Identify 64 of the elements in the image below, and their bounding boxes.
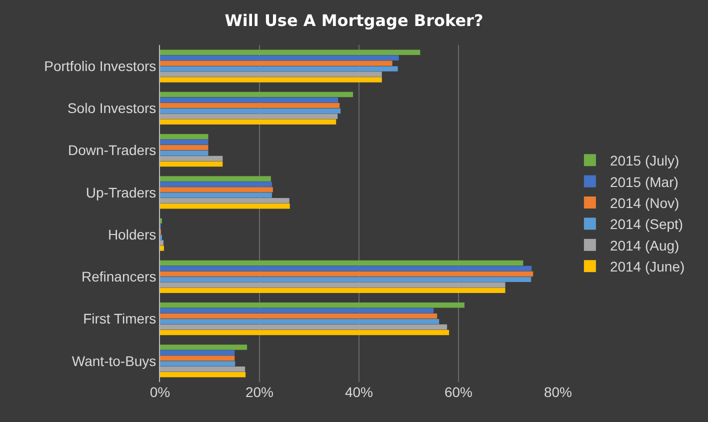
bar	[160, 102, 340, 108]
bar	[160, 150, 208, 156]
bar	[160, 313, 438, 319]
y-tick-label: Holders	[108, 226, 156, 242]
bar	[160, 308, 434, 314]
bar	[160, 66, 398, 72]
legend-label: 2014 (Sept)	[610, 216, 684, 232]
bar	[160, 350, 235, 356]
bar	[160, 97, 338, 103]
y-tick-label: Want-to-Buys	[72, 352, 156, 369]
bar	[160, 246, 164, 251]
y-tick-label: Refinancers	[81, 268, 156, 285]
bar	[160, 318, 440, 324]
bar	[160, 192, 272, 198]
chart-title: Will Use A Mortgage Broker?	[224, 10, 484, 30]
legend-label: 2015 (Mar)	[610, 174, 678, 190]
bar	[160, 176, 271, 182]
bar	[160, 276, 532, 282]
bar	[160, 266, 532, 272]
bar	[160, 372, 246, 378]
bar	[160, 240, 164, 246]
bar	[160, 60, 392, 66]
bar	[160, 140, 208, 145]
bar	[160, 50, 420, 55]
bar	[160, 302, 464, 308]
legend-label: 2014 (Nov)	[610, 194, 680, 211]
bar	[160, 324, 448, 330]
y-tick-label: Solo Investors	[67, 100, 156, 116]
bar	[160, 271, 534, 277]
bar	[160, 282, 506, 288]
bar	[160, 260, 524, 266]
bar	[160, 77, 382, 82]
legend-label: 2014 (June)	[610, 258, 685, 275]
bar	[160, 204, 290, 209]
bar	[160, 55, 399, 60]
bar	[160, 356, 235, 361]
x-tick-label: 40%	[344, 384, 374, 400]
bar	[160, 119, 336, 124]
bar	[160, 114, 338, 119]
x-tick-label: 0%	[150, 384, 170, 400]
x-tick-label: 80%	[544, 384, 572, 400]
bar	[160, 361, 236, 366]
bar	[160, 366, 246, 372]
y-tick-label: Portfolio Investors	[44, 58, 156, 74]
bar	[160, 92, 354, 98]
bar	[160, 134, 208, 140]
bar	[160, 161, 223, 167]
bar	[160, 187, 273, 192]
y-tick-label: Up-Traders	[86, 184, 156, 200]
bar	[160, 198, 290, 204]
legend-label: 2014 (Aug)	[610, 237, 680, 254]
y-tick-label: First Timers	[83, 310, 156, 327]
bar	[160, 108, 341, 114]
bar	[160, 72, 382, 77]
bar	[160, 344, 248, 350]
bar	[160, 288, 506, 293]
bar	[160, 144, 208, 150]
x-tick-label: 20%	[245, 384, 274, 400]
bar	[160, 156, 223, 162]
legend-label: 2015 (July)	[610, 152, 680, 169]
x-tick-label: 60%	[444, 384, 473, 400]
bar	[160, 182, 272, 187]
y-tick-label: Down-Traders	[68, 142, 156, 158]
bar	[160, 330, 450, 336]
